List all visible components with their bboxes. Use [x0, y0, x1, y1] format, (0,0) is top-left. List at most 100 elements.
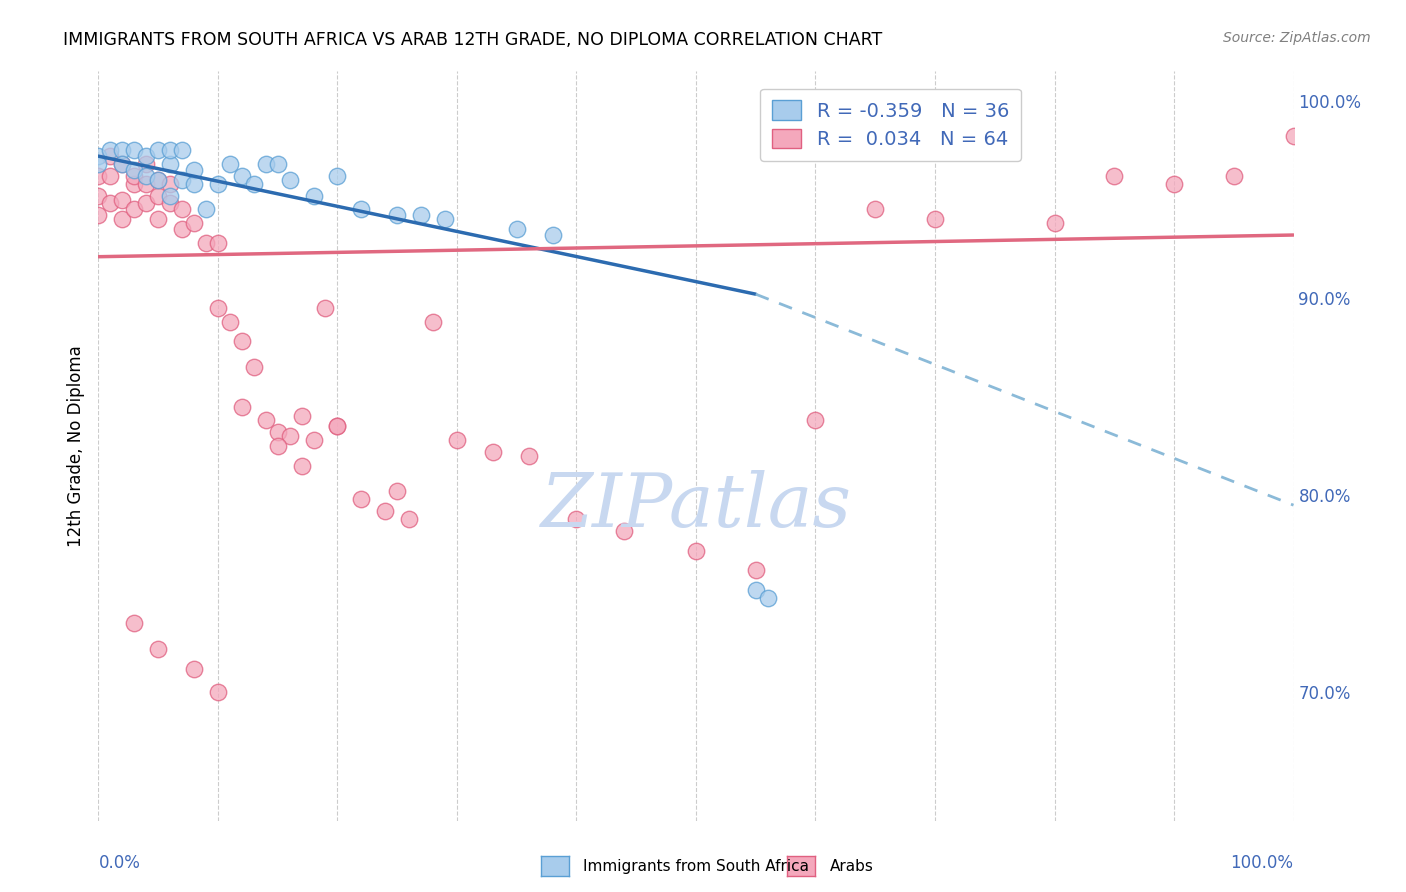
Point [924, 212, 946, 227]
Point [434, 212, 457, 227]
Point [804, 413, 827, 427]
Point [219, 315, 242, 329]
Point [124, 163, 146, 178]
Point [87, 208, 110, 222]
Point [1163, 177, 1185, 191]
Point [159, 177, 181, 191]
Point [148, 173, 170, 187]
Point [98, 143, 122, 157]
Point [267, 439, 290, 453]
Point [135, 196, 157, 211]
Point [195, 202, 218, 217]
Point [231, 400, 253, 414]
Point [172, 202, 194, 217]
Point [315, 301, 337, 315]
Point [159, 143, 181, 157]
Point [745, 563, 768, 577]
Point [111, 143, 134, 157]
Point [326, 169, 349, 183]
Text: 0.0%: 0.0% [98, 855, 141, 872]
Point [124, 616, 146, 631]
Point [231, 169, 253, 183]
Point [135, 157, 157, 171]
Point [207, 177, 229, 191]
Point [124, 169, 146, 183]
Point [374, 504, 396, 518]
Text: Arabs: Arabs [830, 859, 873, 873]
Point [302, 188, 325, 202]
Point [756, 591, 779, 605]
Point [87, 169, 110, 183]
Point [111, 157, 134, 171]
Point [124, 143, 146, 157]
Point [1043, 216, 1066, 230]
Point [172, 173, 194, 187]
Point [231, 334, 253, 349]
Point [87, 188, 110, 202]
Point [183, 662, 205, 676]
Point [111, 212, 134, 227]
Point [148, 143, 170, 157]
Point [124, 177, 146, 191]
Point [135, 177, 157, 191]
Point [111, 157, 134, 171]
Point [98, 149, 122, 163]
Point [291, 409, 314, 424]
Point [745, 582, 768, 597]
Point [124, 202, 146, 217]
Point [422, 315, 444, 329]
Point [326, 419, 349, 434]
Point [565, 512, 588, 526]
Point [278, 173, 301, 187]
Point [159, 196, 181, 211]
Point [111, 193, 134, 207]
Y-axis label: 12th Grade, No Diploma: 12th Grade, No Diploma [66, 345, 84, 547]
Point [326, 419, 349, 434]
Point [148, 188, 170, 202]
Point [267, 425, 290, 440]
Text: 100.0%: 100.0% [1230, 855, 1294, 872]
Point [291, 458, 314, 473]
Point [267, 157, 290, 171]
Point [1282, 129, 1305, 144]
Point [148, 642, 170, 657]
Point [135, 149, 157, 163]
Point [195, 235, 218, 250]
Point [1223, 169, 1246, 183]
Point [243, 360, 266, 375]
Point [446, 433, 468, 447]
Point [135, 169, 157, 183]
Point [613, 524, 636, 538]
Text: IMMIGRANTS FROM SOUTH AFRICA VS ARAB 12TH GRADE, NO DIPLOMA CORRELATION CHART: IMMIGRANTS FROM SOUTH AFRICA VS ARAB 12T… [63, 31, 883, 49]
Point [350, 202, 373, 217]
Point [207, 301, 229, 315]
Point [411, 208, 433, 222]
Text: ZIPatlas: ZIPatlas [540, 470, 852, 542]
Point [219, 157, 242, 171]
Point [172, 143, 194, 157]
Point [254, 157, 277, 171]
Point [207, 685, 229, 699]
Point [87, 149, 110, 163]
Point [159, 188, 181, 202]
Point [183, 177, 205, 191]
Point [207, 235, 229, 250]
Point [685, 543, 707, 558]
Point [183, 163, 205, 178]
Point [278, 429, 301, 443]
Text: Source: ZipAtlas.com: Source: ZipAtlas.com [1223, 31, 1371, 45]
Point [541, 227, 564, 242]
Point [481, 445, 505, 459]
Point [172, 222, 194, 236]
Point [148, 173, 170, 187]
Point [183, 216, 205, 230]
Point [398, 512, 420, 526]
Point [865, 202, 887, 217]
Point [350, 492, 373, 507]
Point [148, 212, 170, 227]
Point [506, 222, 529, 236]
Point [243, 177, 266, 191]
Point [385, 484, 409, 499]
Point [98, 169, 122, 183]
Point [302, 433, 325, 447]
